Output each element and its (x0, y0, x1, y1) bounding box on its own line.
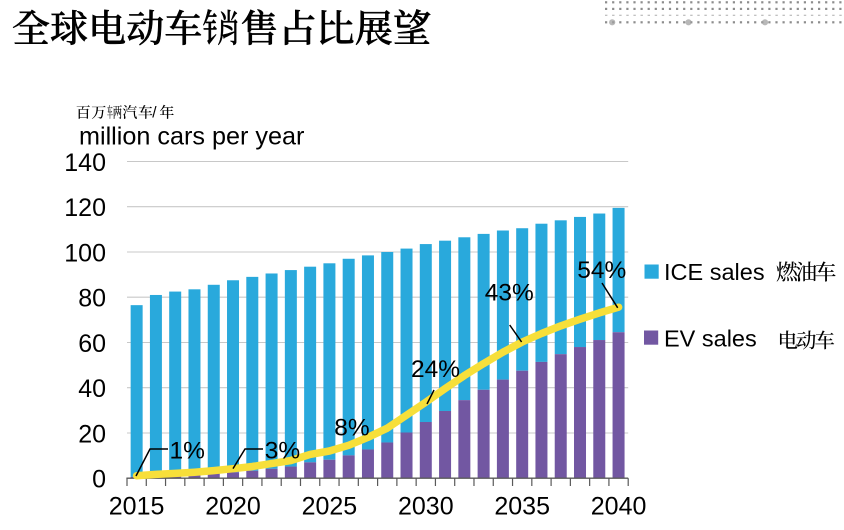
svg-text:2025: 2025 (302, 493, 358, 521)
svg-text:8%: 8% (334, 414, 369, 441)
svg-text:2035: 2035 (494, 493, 550, 521)
svg-text:2040: 2040 (591, 493, 647, 521)
svg-text:140: 140 (64, 149, 106, 177)
svg-text:2015: 2015 (109, 493, 165, 521)
svg-text:2030: 2030 (398, 493, 454, 521)
svg-text:million cars per year: million cars per year (79, 123, 304, 151)
svg-text:60: 60 (78, 330, 106, 358)
svg-text:100: 100 (64, 239, 106, 267)
svg-text:24%: 24% (411, 356, 460, 383)
svg-text:3%: 3% (265, 437, 300, 464)
svg-text:54%: 54% (577, 257, 626, 284)
svg-text:20: 20 (78, 420, 106, 448)
svg-text:80: 80 (78, 285, 106, 313)
svg-text:120: 120 (64, 194, 106, 222)
svg-text:0: 0 (92, 466, 106, 494)
svg-text:2020: 2020 (205, 493, 261, 521)
svg-text:40: 40 (78, 375, 106, 403)
svg-text:ICE sales: ICE sales (664, 259, 765, 285)
svg-text:EV sales: EV sales (664, 326, 757, 352)
svg-text:/: / (152, 105, 157, 122)
svg-text:1%: 1% (170, 437, 205, 464)
svg-text:43%: 43% (485, 279, 534, 306)
